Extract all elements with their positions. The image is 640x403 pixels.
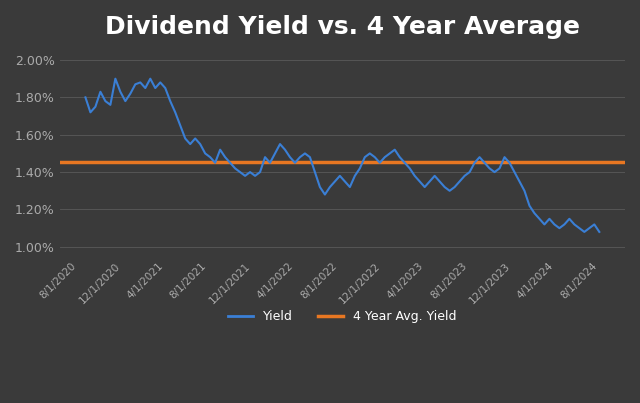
Title: Dividend Yield vs. 4 Year Average: Dividend Yield vs. 4 Year Average — [105, 15, 580, 39]
Legend: Yield, 4 Year Avg. Yield: Yield, 4 Year Avg. Yield — [223, 305, 461, 328]
